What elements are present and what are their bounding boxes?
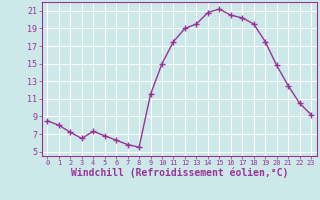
X-axis label: Windchill (Refroidissement éolien,°C): Windchill (Refroidissement éolien,°C): [70, 168, 288, 178]
